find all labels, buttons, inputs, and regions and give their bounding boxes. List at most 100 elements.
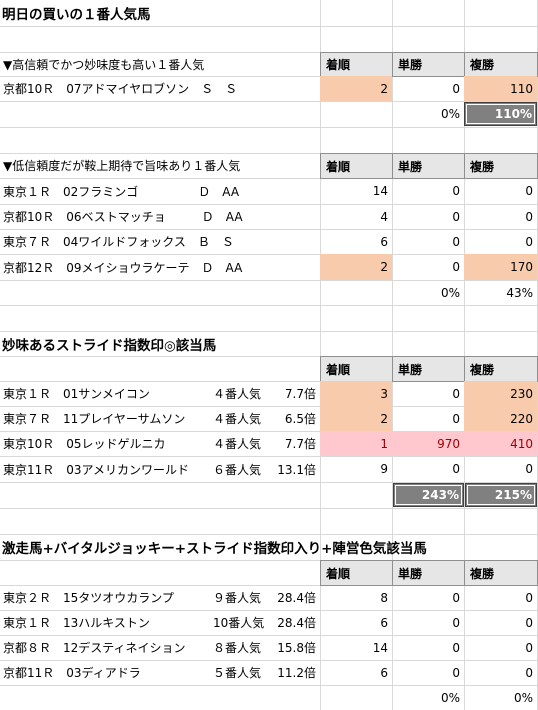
place-return-rate[interactable]: 43% bbox=[506, 285, 533, 300]
win-payout-cell[interactable]: 0 bbox=[452, 590, 460, 605]
race-horse-cell[interactable]: 東京１Ｒ 13ハルキストン bbox=[3, 616, 150, 630]
race-horse-cell[interactable]: 京都11Ｒ 03ディアドラ bbox=[3, 666, 141, 680]
column-header-win: 単勝 bbox=[392, 52, 465, 77]
place-payout-cell[interactable]: 0 bbox=[525, 184, 533, 198]
column-header-rank: 着順 bbox=[320, 560, 393, 586]
popularity-cell[interactable]: ５番人気 bbox=[213, 666, 262, 680]
grid-row-line bbox=[0, 456, 538, 457]
rank-cell[interactable]: 2 bbox=[320, 406, 392, 431]
rank-cell[interactable]: 4 bbox=[380, 209, 388, 224]
grid-row-line bbox=[0, 331, 538, 332]
win-payout-cell[interactable]: 0 bbox=[452, 386, 460, 401]
grid-row-line bbox=[0, 534, 538, 535]
grid-row-line bbox=[0, 26, 538, 27]
win-payout-cell[interactable]: 0 bbox=[452, 260, 460, 274]
column-header-win: 単勝 bbox=[392, 356, 465, 382]
grid-row-line bbox=[0, 685, 538, 686]
place-payout-cell[interactable]: 0 bbox=[525, 640, 533, 655]
column-header-place: 複勝 bbox=[464, 153, 538, 179]
win-payout-cell[interactable]: 970 bbox=[392, 431, 464, 456]
rank-cell[interactable]: 2 bbox=[320, 76, 392, 101]
place-payout-cell[interactable]: 0 bbox=[525, 665, 533, 680]
race-horse-cell[interactable]: 東京10Ｒ 05レッドゲルニカ bbox=[3, 437, 166, 451]
odds-cell[interactable]: 28.4倍 bbox=[277, 591, 316, 605]
grid-row-line bbox=[0, 127, 538, 128]
rank-cell[interactable]: 8 bbox=[380, 590, 388, 605]
subsection-label: ▼低信頼度だが鞍上期待で旨味あり１番人気 bbox=[3, 159, 241, 173]
grid-column-line bbox=[464, 0, 465, 710]
popularity-cell[interactable]: ６番人気 bbox=[213, 462, 262, 477]
grid-row-line bbox=[0, 635, 538, 636]
race-horse-cell[interactable]: 京都８Ｒ 12デスティネイション bbox=[3, 641, 186, 655]
rank-cell[interactable]: 6 bbox=[380, 234, 388, 249]
popularity-cell[interactable]: ４番人気 bbox=[213, 437, 262, 451]
win-return-rate[interactable]: 0% bbox=[440, 107, 460, 121]
place-payout-cell[interactable]: 0 bbox=[525, 209, 533, 224]
place-payout-cell[interactable]: 410 bbox=[464, 431, 537, 456]
grid-row-line bbox=[0, 204, 538, 205]
rank-cell[interactable]: 6 bbox=[380, 665, 388, 680]
place-payout-cell[interactable]: 0 bbox=[525, 615, 533, 630]
win-return-rate[interactable]: 0% bbox=[440, 285, 460, 300]
race-horse-cell[interactable]: 東京11Ｒ 03アメリカンワールド bbox=[3, 462, 189, 477]
grid-row-line bbox=[0, 254, 538, 255]
place-return-rate[interactable]: 110% bbox=[464, 102, 537, 126]
horse-entry[interactable]: 東京７Ｒ 04ワイルドフォックス Ｂ Ｓ bbox=[3, 235, 234, 249]
grid-row-line bbox=[0, 76, 538, 77]
odds-cell[interactable]: 7.7倍 bbox=[284, 437, 316, 451]
rank-cell[interactable]: 9 bbox=[380, 462, 388, 476]
win-payout-cell[interactable]: 0 bbox=[452, 615, 460, 630]
popularity-cell[interactable]: 10番人気 bbox=[213, 616, 265, 630]
win-payout-cell[interactable]: 0 bbox=[452, 411, 460, 426]
win-payout-cell[interactable]: 0 bbox=[452, 640, 460, 655]
place-payout-cell[interactable]: 0 bbox=[525, 234, 533, 249]
odds-cell[interactable]: 28.4倍 bbox=[277, 616, 316, 630]
rank-cell[interactable]: 14 bbox=[372, 184, 388, 198]
race-horse-cell[interactable]: 東京２Ｒ 15タツオウカランプ bbox=[3, 591, 174, 605]
grid-row-line bbox=[0, 482, 538, 483]
place-payout-cell[interactable]: 0 bbox=[525, 590, 533, 605]
horse-entry[interactable]: 京都10Ｒ 07アドマイヤロブソン Ｓ Ｓ bbox=[3, 82, 238, 96]
section-title: 妙味あるストライド指数印◎該当馬 bbox=[2, 337, 217, 354]
place-payout-cell[interactable]: 0 bbox=[525, 462, 533, 476]
odds-cell[interactable]: 11.2倍 bbox=[277, 666, 316, 680]
win-payout-cell[interactable]: 0 bbox=[452, 81, 460, 96]
win-payout-cell[interactable]: 0 bbox=[452, 462, 460, 476]
win-return-rate[interactable]: 0% bbox=[440, 690, 460, 705]
win-payout-cell[interactable]: 0 bbox=[452, 184, 460, 198]
popularity-cell[interactable]: ９番人気 bbox=[213, 591, 262, 605]
odds-cell[interactable]: 7.7倍 bbox=[284, 387, 316, 401]
odds-cell[interactable]: 15.8倍 bbox=[277, 641, 316, 655]
place-return-rate[interactable]: 215% bbox=[465, 483, 537, 507]
place-payout-cell[interactable]: 220 bbox=[464, 406, 537, 431]
horse-entry[interactable]: 京都12Ｒ 09メイショウラケーテ Ｄ AA bbox=[3, 260, 243, 275]
odds-cell[interactable]: 6.5倍 bbox=[284, 412, 316, 426]
rank-cell[interactable]: 2 bbox=[320, 254, 392, 280]
grid-row-line bbox=[0, 585, 538, 586]
rank-cell[interactable]: 3 bbox=[320, 381, 392, 406]
rank-cell[interactable]: 14 bbox=[372, 640, 388, 655]
grid-row-line bbox=[0, 305, 538, 306]
horse-entry[interactable]: 京都10Ｒ 06ベストマッチョ Ｄ AA bbox=[3, 210, 243, 224]
place-return-rate[interactable]: 0% bbox=[513, 690, 533, 705]
grid-column-line bbox=[320, 0, 321, 710]
popularity-cell[interactable]: ４番人気 bbox=[213, 412, 262, 426]
win-payout-cell[interactable]: 0 bbox=[452, 209, 460, 224]
win-return-rate[interactable]: 243% bbox=[393, 483, 464, 507]
race-horse-cell[interactable]: 東京１Ｒ 01サンメイコン bbox=[3, 387, 150, 401]
column-header-place: 複勝 bbox=[464, 560, 538, 586]
subsection-label: ▼高信頼でかつ妙味度も高い１番人気 bbox=[3, 57, 205, 72]
place-payout-cell[interactable]: 230 bbox=[464, 381, 537, 406]
rank-cell[interactable]: 6 bbox=[380, 615, 388, 630]
race-horse-cell[interactable]: 東京７Ｒ 11プレイヤーサムソン bbox=[3, 412, 186, 426]
win-payout-cell[interactable]: 0 bbox=[452, 665, 460, 680]
popularity-cell[interactable]: ８番人気 bbox=[213, 641, 262, 655]
grid-column-line bbox=[392, 0, 393, 710]
rank-cell[interactable]: 1 bbox=[320, 431, 392, 456]
win-payout-cell[interactable]: 0 bbox=[452, 234, 460, 249]
place-payout-cell[interactable]: 110 bbox=[464, 76, 537, 101]
odds-cell[interactable]: 13.1倍 bbox=[277, 462, 316, 477]
place-payout-cell[interactable]: 170 bbox=[464, 254, 537, 280]
popularity-cell[interactable]: ４番人気 bbox=[213, 387, 262, 401]
horse-entry[interactable]: 東京１Ｒ 02フラミンゴ Ｄ AA bbox=[3, 184, 240, 199]
